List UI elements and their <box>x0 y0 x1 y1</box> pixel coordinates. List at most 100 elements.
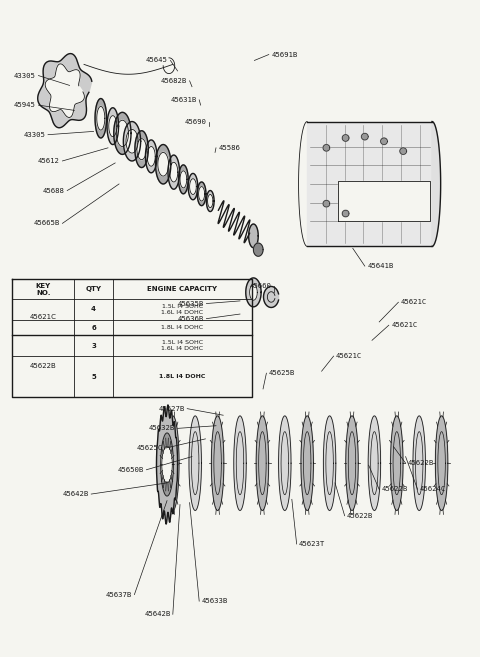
Text: 1.8L I4 DOHC: 1.8L I4 DOHC <box>161 325 204 330</box>
Polygon shape <box>323 200 330 207</box>
Polygon shape <box>342 135 349 141</box>
Text: 45642B: 45642B <box>62 491 89 497</box>
Polygon shape <box>207 194 213 208</box>
Polygon shape <box>413 416 425 510</box>
Text: 45665B: 45665B <box>34 220 60 227</box>
Text: 45621C: 45621C <box>401 299 427 306</box>
Polygon shape <box>135 131 148 168</box>
Text: 45632B: 45632B <box>149 425 175 432</box>
Polygon shape <box>190 179 196 194</box>
Text: 45625C: 45625C <box>137 445 163 451</box>
Polygon shape <box>97 106 105 130</box>
Polygon shape <box>109 116 117 137</box>
Polygon shape <box>246 278 261 307</box>
Polygon shape <box>147 147 155 166</box>
Polygon shape <box>123 122 141 161</box>
Text: 45637B: 45637B <box>106 591 132 598</box>
Polygon shape <box>180 171 187 188</box>
Text: 45621C: 45621C <box>30 314 57 320</box>
Text: 45691B: 45691B <box>271 51 298 58</box>
Polygon shape <box>158 152 168 176</box>
Text: 45622B: 45622B <box>30 363 57 369</box>
Text: 43305: 43305 <box>24 131 46 138</box>
Polygon shape <box>107 108 119 145</box>
Text: 45642B: 45642B <box>144 611 170 618</box>
Text: 45622B: 45622B <box>347 512 373 519</box>
Polygon shape <box>156 145 171 184</box>
Text: 45660: 45660 <box>249 283 271 289</box>
Polygon shape <box>45 64 84 118</box>
Polygon shape <box>116 120 129 147</box>
Text: 45636B: 45636B <box>178 315 204 322</box>
Polygon shape <box>206 191 214 212</box>
Polygon shape <box>307 122 432 246</box>
Polygon shape <box>342 210 349 217</box>
Polygon shape <box>161 433 173 496</box>
Text: 45633B: 45633B <box>202 598 228 604</box>
Text: KEY
NO.: KEY NO. <box>36 283 51 296</box>
Polygon shape <box>338 181 430 221</box>
Polygon shape <box>162 446 172 483</box>
Polygon shape <box>156 405 178 524</box>
Text: ENGINE CAPACITY: ENGINE CAPACITY <box>147 286 217 292</box>
Polygon shape <box>170 162 178 182</box>
Text: 45623T: 45623T <box>299 541 325 547</box>
Polygon shape <box>189 416 202 510</box>
Text: 45635B: 45635B <box>178 300 204 307</box>
Text: 45627B: 45627B <box>158 405 185 412</box>
Text: 1.5L I4 SOHC
1.6L I4 DOHC: 1.5L I4 SOHC 1.6L I4 DOHC <box>161 340 204 351</box>
Polygon shape <box>197 182 206 206</box>
Text: 5: 5 <box>91 374 96 380</box>
Polygon shape <box>179 165 188 194</box>
Polygon shape <box>368 416 381 510</box>
Text: 43305: 43305 <box>14 72 36 79</box>
Polygon shape <box>381 138 387 145</box>
Polygon shape <box>256 416 269 510</box>
Text: 45641B: 45641B <box>367 263 394 269</box>
Polygon shape <box>432 122 441 246</box>
Polygon shape <box>249 224 258 248</box>
Text: 3: 3 <box>91 342 96 349</box>
Polygon shape <box>323 145 330 151</box>
Polygon shape <box>95 99 107 138</box>
Text: 6: 6 <box>91 325 96 330</box>
Text: 45945: 45945 <box>14 102 36 108</box>
Polygon shape <box>435 416 448 510</box>
Polygon shape <box>346 416 358 510</box>
Polygon shape <box>400 148 407 154</box>
Text: 1.5L I4 SOHC
1.6L I4 DOHC: 1.5L I4 SOHC 1.6L I4 DOHC <box>161 304 204 315</box>
Text: 45621C: 45621C <box>391 322 418 328</box>
Polygon shape <box>126 129 138 153</box>
Text: 45622B: 45622B <box>382 486 408 493</box>
Text: 45612: 45612 <box>38 158 60 164</box>
Polygon shape <box>253 243 263 256</box>
Polygon shape <box>167 416 179 510</box>
Text: 45631B: 45631B <box>170 97 197 103</box>
Polygon shape <box>361 133 368 140</box>
Text: 45645: 45645 <box>146 57 168 64</box>
Text: 45624C: 45624C <box>420 486 446 493</box>
Polygon shape <box>278 416 291 510</box>
Polygon shape <box>211 416 224 510</box>
Text: 4: 4 <box>91 306 96 313</box>
Text: 1.8L I4 DOHC: 1.8L I4 DOHC <box>159 374 205 379</box>
Polygon shape <box>301 416 313 510</box>
Polygon shape <box>38 54 92 127</box>
Text: 45690: 45690 <box>184 118 206 125</box>
Text: 45688: 45688 <box>43 187 65 194</box>
Polygon shape <box>114 112 131 154</box>
Polygon shape <box>199 187 204 201</box>
Text: 45682B: 45682B <box>161 78 187 84</box>
Polygon shape <box>234 416 246 510</box>
Polygon shape <box>264 286 278 307</box>
Text: QTY: QTY <box>85 286 102 292</box>
Polygon shape <box>324 416 336 510</box>
Polygon shape <box>168 155 180 189</box>
Polygon shape <box>188 173 198 200</box>
Polygon shape <box>250 284 257 300</box>
Text: 45621C: 45621C <box>336 353 362 359</box>
Polygon shape <box>137 139 146 160</box>
Text: 45586: 45586 <box>218 145 240 151</box>
Polygon shape <box>391 416 403 510</box>
Text: 45650B: 45650B <box>118 466 144 473</box>
